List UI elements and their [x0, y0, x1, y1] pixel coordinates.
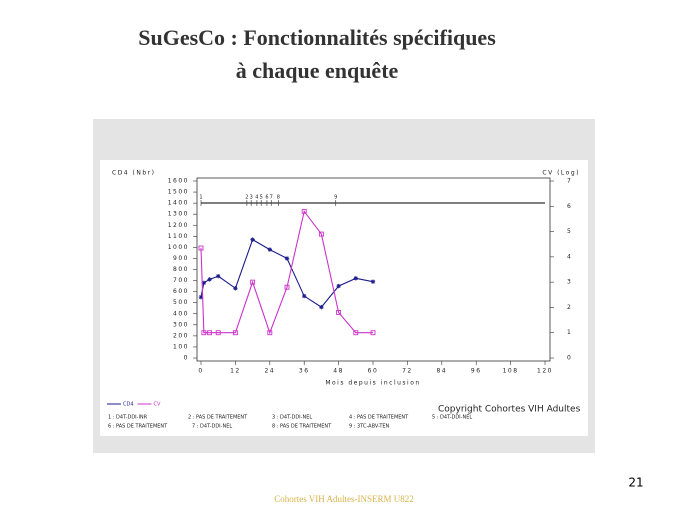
- y-tick-label: 600: [173, 288, 189, 295]
- x-tick-label: 84: [436, 368, 447, 375]
- y2-tick-label: 7: [567, 178, 572, 185]
- point: [353, 276, 358, 281]
- treatment-label: 5 : D4T-DDI-NEL: [432, 415, 472, 421]
- page-number: 21: [628, 476, 643, 490]
- x-tick-label: 0: [198, 368, 203, 375]
- treatment-label: 4 : PAS DE TRAITEMENT: [349, 415, 409, 421]
- event-label: 6: [265, 195, 268, 201]
- point: [201, 330, 207, 336]
- y2-tick-label: 2: [567, 304, 572, 311]
- y-tick-label: 1200: [168, 222, 189, 229]
- series-line: [200, 210, 373, 335]
- point: [250, 237, 255, 242]
- legend-label: CV: [154, 402, 161, 408]
- y2-tick-label: 5: [567, 228, 572, 235]
- x-tick-label: 36: [299, 368, 310, 375]
- treatment-label: 2 : PAS DE TRAITEMENT: [188, 415, 248, 421]
- x-tick-label: 120: [537, 368, 553, 375]
- y2-tick-label: 1: [567, 329, 572, 336]
- footer: Cohortes VIH Adultes-INSERM U822: [274, 494, 414, 504]
- copyright: Copyright Cohortes VIH Adultes: [438, 405, 581, 415]
- point: [284, 284, 290, 290]
- point: [233, 286, 238, 291]
- point: [318, 231, 324, 237]
- point: [198, 245, 204, 251]
- y-tick-label: 0: [184, 355, 189, 362]
- point: [267, 330, 273, 336]
- slide-title: SuGesCo : Fonctionnalités spécifiques: [138, 25, 496, 50]
- point: [207, 330, 213, 336]
- y2-tick-label: 4: [567, 253, 572, 260]
- event-label: 4: [255, 195, 258, 201]
- y-tick-label: 500: [173, 299, 189, 306]
- slide-title: à chaque enquête: [236, 58, 399, 83]
- point: [353, 330, 359, 336]
- y-tick-label: 400: [173, 310, 189, 317]
- y-tick-label: 900: [173, 255, 189, 262]
- event-label: 9: [334, 195, 337, 201]
- y-tick-label: 300: [173, 321, 189, 328]
- x-tick-label: 48: [333, 368, 344, 375]
- y-tick-label: 1400: [168, 200, 189, 207]
- x-tick-label: 72: [402, 368, 413, 375]
- event-label: 1: [199, 195, 202, 201]
- point: [215, 330, 221, 336]
- y-axis-label: CD4 (Nbr): [112, 170, 155, 177]
- y-tick-label: 200: [173, 332, 189, 339]
- y2-axis-label: CV (Log): [542, 170, 580, 177]
- point: [267, 247, 272, 252]
- event-label: 2: [245, 195, 248, 201]
- y-tick-label: 100: [173, 343, 189, 350]
- event-label: 3: [250, 195, 253, 201]
- y2-tick-label: 3: [567, 279, 572, 286]
- y-tick-label: 1000: [168, 244, 189, 251]
- y-tick-label: 1600: [168, 178, 189, 185]
- point: [370, 330, 376, 336]
- treatment-label: 6 : PAS DE TRAITEMENT: [108, 424, 168, 430]
- y-tick-label: 700: [173, 277, 189, 284]
- event-label: 5: [260, 195, 263, 201]
- x-tick-label: 60: [368, 368, 379, 375]
- y2-tick-label: 0: [567, 355, 572, 362]
- point: [207, 277, 212, 282]
- legend-label: CD4: [123, 402, 134, 408]
- y-tick-label: 800: [173, 266, 189, 273]
- point: [336, 283, 341, 289]
- plot-background: [100, 160, 588, 400]
- point: [232, 330, 238, 336]
- y-tick-label: 1300: [168, 211, 189, 218]
- point: [319, 304, 324, 310]
- x-tick-label: 12: [230, 368, 241, 375]
- treatment-label: 7 : D4T-DDI-NEL: [192, 424, 232, 430]
- point: [201, 280, 207, 285]
- point: [250, 279, 256, 285]
- treatment-label: 9 : 3TC-ABV-TEN: [349, 424, 390, 430]
- treatment-label: 8 : PAS DE TRAITEMENT: [272, 424, 332, 430]
- treatment-label: 3 : D4T-DDI-NEL: [272, 415, 312, 421]
- point: [198, 294, 204, 300]
- point: [336, 310, 342, 315]
- x-tick-label: 24: [264, 368, 275, 375]
- y2-tick-label: 6: [567, 203, 572, 210]
- x-axis-label: Mois depuis inclusion: [325, 380, 420, 387]
- legend-background: [100, 400, 588, 436]
- point: [302, 293, 307, 299]
- point: [216, 273, 221, 279]
- y-tick-label: 1500: [168, 189, 189, 196]
- x-tick-label: 96: [471, 368, 482, 375]
- treatment-label: 1 : D4T-DDI-INR: [108, 415, 148, 421]
- point: [370, 279, 376, 284]
- y-tick-label: 1100: [168, 233, 189, 240]
- point: [284, 256, 290, 261]
- point: [301, 208, 307, 214]
- event-label: 8: [277, 195, 280, 201]
- x-tick-label: 108: [503, 368, 519, 375]
- event-label: 7: [270, 195, 273, 201]
